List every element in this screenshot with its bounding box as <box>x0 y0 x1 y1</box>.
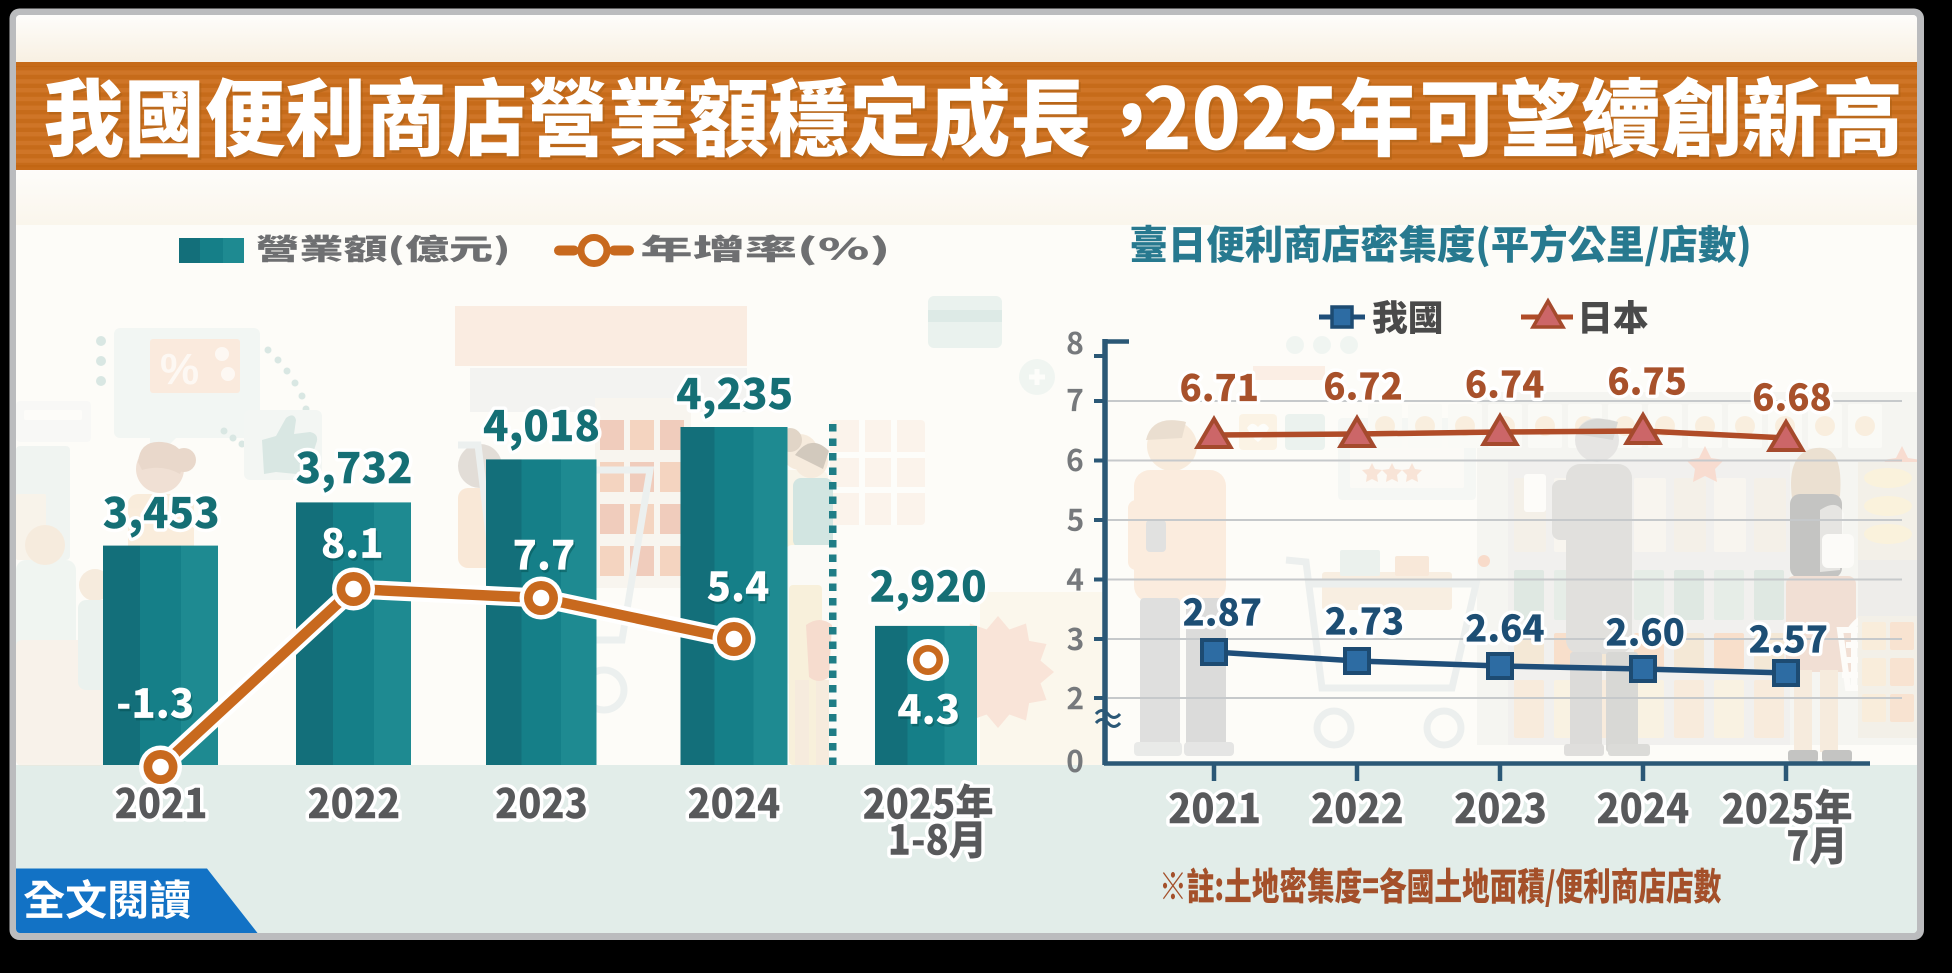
svg-text:%: % <box>160 345 199 394</box>
